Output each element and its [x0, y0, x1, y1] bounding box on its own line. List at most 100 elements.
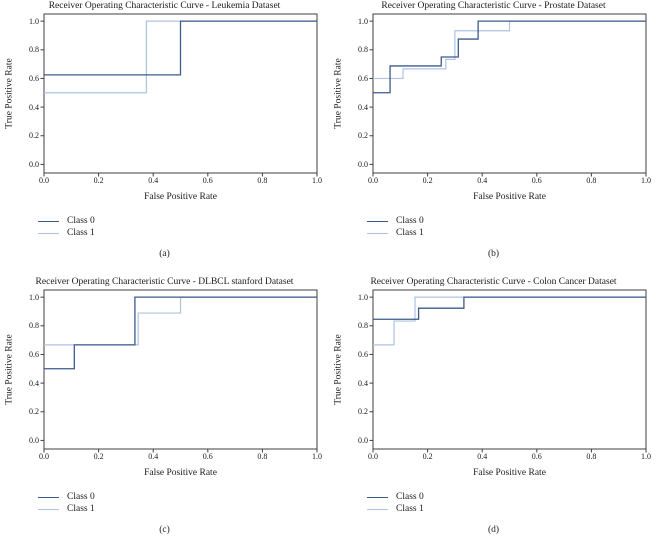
y-tick-label: 0.8 — [358, 321, 368, 331]
x-axis-label: False Positive Rate — [473, 192, 546, 202]
legend-label-class1: Class 1 — [67, 504, 95, 515]
class0-curve — [44, 20, 317, 76]
y-tick-label: 0.4 — [358, 102, 368, 112]
plot-spines — [372, 13, 647, 174]
x-tick-label: 0.4 — [477, 452, 488, 461]
y-tick-label: 0.0 — [29, 435, 39, 445]
x-tick-label: 0.6 — [531, 176, 542, 185]
y-tick-label: 0.2 — [358, 407, 368, 417]
y-tick-label: 0.4 — [29, 102, 39, 112]
legend: Class 0 Class 1 — [38, 491, 95, 516]
subplot-caption: (a) — [159, 249, 170, 259]
x-tick-label: 0.6 — [531, 452, 542, 461]
legend-label-class1: Class 1 — [396, 504, 424, 515]
y-tick-label: 0.0 — [358, 159, 368, 169]
class0-line-swatch — [38, 220, 59, 222]
x-axis-label: False Positive Rate — [473, 468, 546, 478]
class0-curve — [373, 296, 646, 320]
x-tick-label: 0.4 — [477, 176, 488, 185]
plot-area — [369, 13, 647, 177]
y-tick-label: 0.0 — [358, 435, 368, 445]
y-tick-label: 0.8 — [29, 45, 39, 55]
legend-item-class0: Class 0 — [38, 215, 95, 228]
x-tick-label: 0.2 — [422, 176, 433, 185]
class0-curve — [373, 20, 646, 94]
x-axis-label: False Positive Rate — [144, 468, 217, 478]
y-tick-label: 0.8 — [358, 45, 368, 55]
y-tick-label: 0.6 — [29, 73, 39, 83]
legend-item-class0: Class 0 — [367, 215, 424, 228]
x-tick-label: 0.2 — [93, 452, 104, 461]
x-tick-label: 0.2 — [422, 452, 433, 461]
x-tick-label: 0.2 — [93, 176, 104, 185]
class0-line-swatch — [38, 496, 59, 498]
x-tick-label: 0.4 — [148, 452, 159, 461]
y-tick-label: 1.0 — [29, 16, 39, 26]
class1-line-swatch — [38, 233, 59, 235]
x-tick-label: 1.0 — [312, 452, 322, 461]
subplot-caption: (b) — [487, 249, 500, 259]
x-tick-label: 0.8 — [586, 176, 597, 185]
y-tick-label: 1.0 — [358, 16, 368, 26]
x-axis-label: False Positive Rate — [144, 192, 217, 202]
plot-area — [369, 289, 647, 453]
legend-label-class0: Class 0 — [396, 491, 424, 502]
x-tick-label: 1.0 — [312, 176, 322, 185]
y-tick-label: 0.4 — [29, 378, 39, 388]
y-tick-label: 0.6 — [358, 349, 368, 359]
x-tick-label: 0.8 — [586, 452, 597, 461]
chart-title: Receiver Operating Characteristic Curve … — [48, 1, 281, 11]
subplot-caption: (c) — [159, 525, 170, 535]
class0-line-swatch — [367, 220, 388, 222]
legend-item-class0: Class 0 — [367, 491, 424, 504]
class0-curve — [44, 296, 317, 370]
class1-curve — [373, 296, 646, 346]
plot-spines — [43, 289, 318, 450]
subplot-prostate: Receiver Operating Characteristic Curve … — [329, 0, 658, 267]
legend-label-class1: Class 1 — [67, 228, 95, 239]
chart-title: Receiver Operating Characteristic Curve … — [35, 277, 294, 287]
legend-label-class0: Class 0 — [67, 215, 95, 226]
subplot-dlbcl-stanford: Receiver Operating Characteristic Curve … — [0, 276, 329, 543]
chart-title: Receiver Operating Characteristic Curve … — [370, 277, 617, 287]
legend-item-class0: Class 0 — [38, 491, 95, 504]
y-tick-label: 0.4 — [358, 378, 368, 388]
x-tick-label: 0.0 — [39, 452, 49, 461]
class1-line-swatch — [367, 509, 388, 511]
subplot-leukemia: Receiver Operating Characteristic Curve … — [0, 0, 329, 267]
plot-area — [40, 289, 318, 453]
class1-curve — [44, 296, 317, 346]
x-tick-label: 1.0 — [641, 176, 651, 185]
y-tick-label: 0.6 — [358, 73, 368, 83]
y-tick-label: 1.0 — [358, 292, 368, 302]
y-tick-label: 0.2 — [29, 131, 39, 141]
x-tick-label: 0.0 — [39, 176, 49, 185]
x-tick-label: 0.6 — [202, 452, 213, 461]
y-tick-label: 0.6 — [29, 349, 39, 359]
legend-item-class1: Class 1 — [38, 228, 95, 241]
y-tick-label: 0.2 — [29, 407, 39, 417]
legend-label-class0: Class 0 — [396, 215, 424, 226]
legend-item-class1: Class 1 — [38, 504, 95, 517]
y-tick-label: 0.0 — [29, 159, 39, 169]
x-tick-label: 0.8 — [257, 452, 268, 461]
plot-spines — [372, 289, 647, 450]
subplot-colon-cancer: Receiver Operating Characteristic Curve … — [329, 276, 658, 543]
x-tick-label: 0.4 — [148, 176, 159, 185]
class0-line-swatch — [367, 496, 388, 498]
subplot-caption: (d) — [487, 525, 500, 535]
legend: Class 0 Class 1 — [367, 215, 424, 240]
class1-line-swatch — [38, 509, 59, 511]
class1-line-swatch — [367, 233, 388, 235]
legend-item-class1: Class 1 — [367, 228, 424, 241]
class1-curve — [373, 20, 646, 80]
x-tick-label: 1.0 — [641, 452, 651, 461]
x-tick-label: 0.6 — [202, 176, 213, 185]
y-tick-label: 0.2 — [358, 131, 368, 141]
legend: Class 0 Class 1 — [38, 215, 95, 240]
legend-label-class0: Class 0 — [67, 491, 95, 502]
chart-title: Receiver Operating Characteristic Curve … — [381, 1, 606, 11]
legend-item-class1: Class 1 — [367, 504, 424, 517]
x-tick-label: 0.0 — [368, 452, 378, 461]
